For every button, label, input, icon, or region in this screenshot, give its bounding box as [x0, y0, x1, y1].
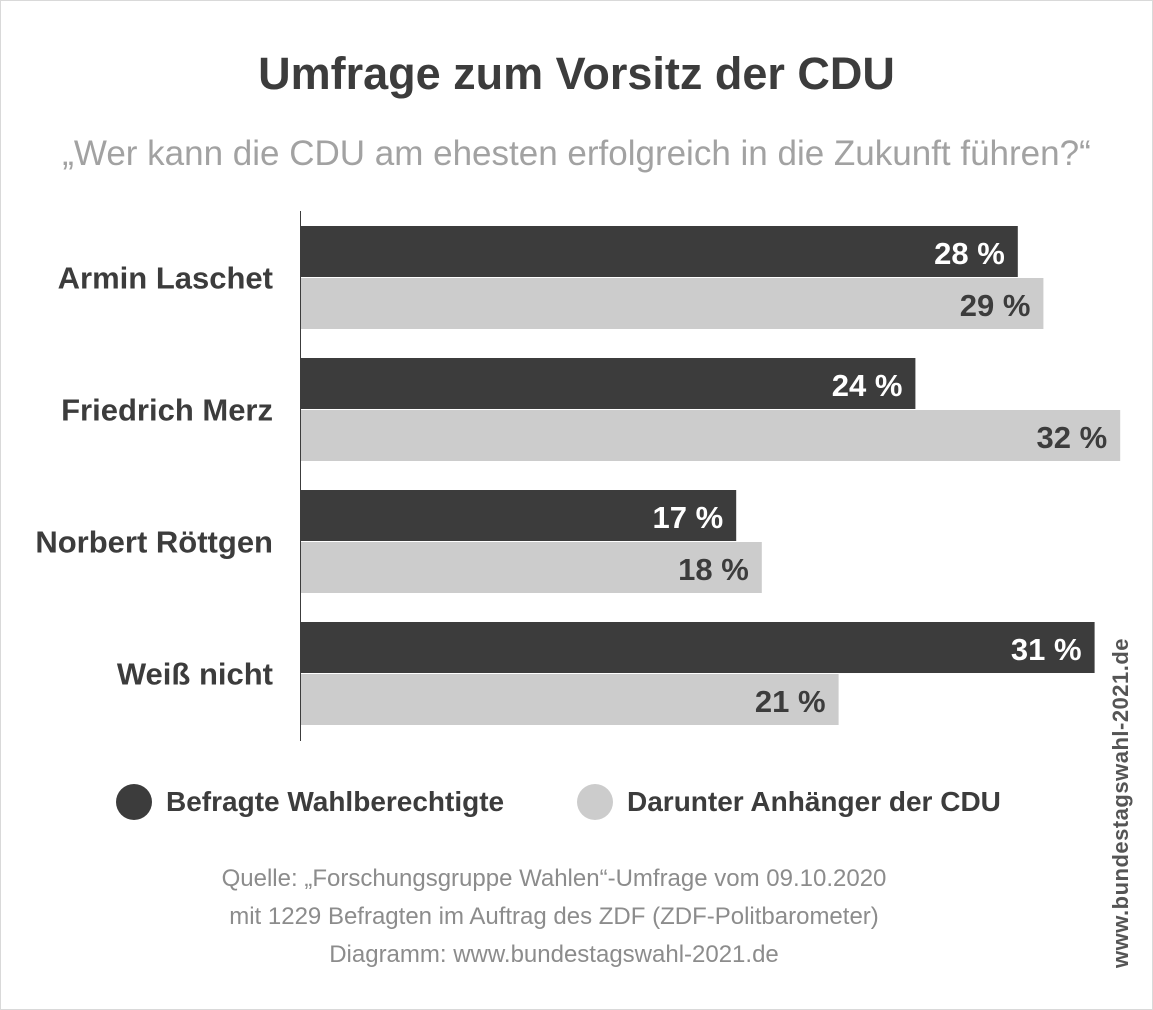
category-label-weiss-nicht: Weiß nicht: [117, 657, 273, 692]
bar-armin-laschet-series-2: [301, 278, 1044, 329]
bar-weiss-nicht-series-2: [301, 674, 839, 725]
category-label-friedrich-merz: Friedrich Merz: [61, 393, 273, 428]
legend-item-voters: Befragte Wahlberechtigte: [116, 782, 504, 822]
source-line-3: Diagramm: www.bundestagswahl-2021.de: [329, 941, 779, 968]
bar-norbert-roettgen-series-2: [301, 542, 762, 593]
legend-swatch-dark: [116, 784, 152, 820]
legend-swatch-light: [577, 784, 613, 820]
value-label-weiss-nicht-series-1: 31 %: [1011, 632, 1082, 667]
chart-title: Umfrage zum Vorsitz der CDU: [258, 48, 895, 99]
source-line-1: Quelle: „Forschungsgruppe Wahlen“-Umfrag…: [221, 865, 887, 892]
watermark: www.bundestagswahl-2021.de: [1108, 637, 1133, 968]
legend-label-voters: Befragte Wahlberechtigte: [166, 786, 505, 817]
category-label-norbert-roettgen: Norbert Röttgen: [35, 525, 273, 560]
value-label-armin-laschet-series-1: 28 %: [934, 236, 1005, 271]
value-label-weiss-nicht-series-2: 21 %: [755, 684, 826, 719]
source-line-2: mit 1229 Befragten im Auftrag des ZDF (Z…: [229, 903, 879, 930]
value-label-friedrich-merz-series-1: 24 %: [832, 368, 903, 403]
bar-norbert-roettgen-series-1: [301, 490, 737, 541]
bar-friedrich-merz-series-1: [301, 358, 916, 409]
bars-group: 28 % 29 % 24 % 32 % 17 % 18 % 31 % 21 %: [301, 226, 1121, 725]
bar-friedrich-merz-series-2: [301, 410, 1121, 461]
source-note: Quelle: „Forschungsgruppe Wahlen“-Umfrag…: [0, 860, 1108, 974]
value-label-norbert-roettgen-series-1: 17 %: [653, 500, 724, 535]
value-label-friedrich-merz-series-2: 32 %: [1037, 420, 1108, 455]
value-label-armin-laschet-series-2: 29 %: [960, 288, 1031, 323]
bar-weiss-nicht-series-1: [301, 622, 1095, 673]
category-label-armin-laschet: Armin Laschet: [58, 261, 273, 296]
value-label-norbert-roettgen-series-2: 18 %: [678, 552, 749, 587]
chart-subtitle: „Wer kann die CDU am ehesten erfolgreich…: [62, 134, 1091, 173]
legend-item-cdu-supporters: Darunter Anhänger der CDU: [577, 782, 1001, 822]
bar-armin-laschet-series-1: [301, 226, 1018, 277]
legend-label-cdu-supporters: Darunter Anhänger der CDU: [627, 786, 1001, 817]
bar-chart: 28 % 29 % 24 % 32 % 17 % 18 % 31 % 21 % Armin L…: [35, 211, 1121, 741]
